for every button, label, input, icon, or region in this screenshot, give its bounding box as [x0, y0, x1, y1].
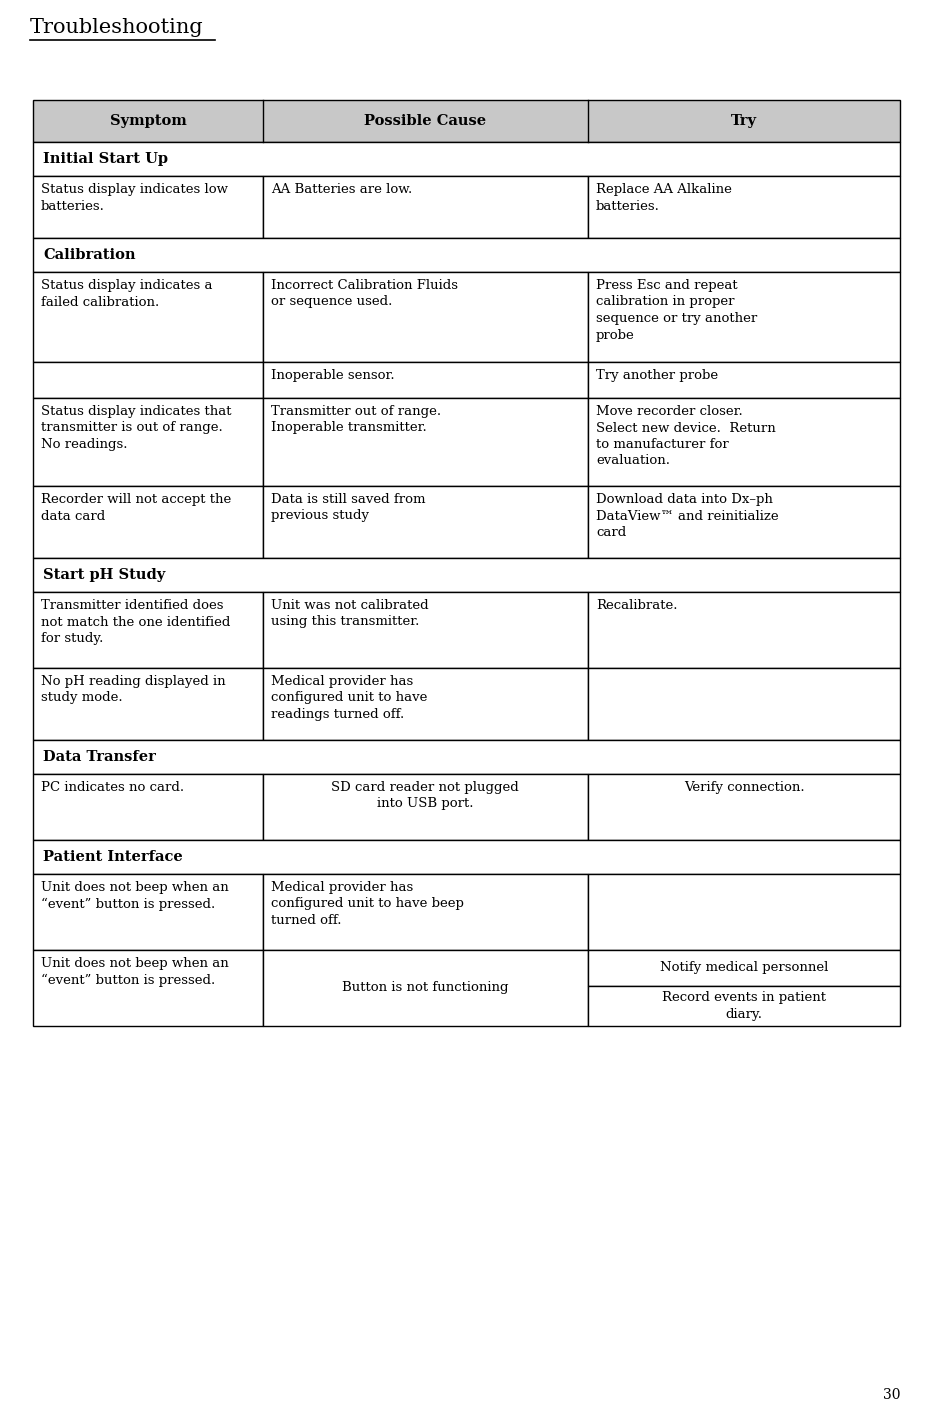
- Text: Medical provider has
configured unit to have beep
turned off.: Medical provider has configured unit to …: [271, 880, 464, 927]
- Bar: [588, 986, 900, 1026]
- Bar: [263, 774, 588, 839]
- Text: No pH reading displayed in
study mode.: No pH reading displayed in study mode.: [41, 675, 226, 705]
- Bar: [588, 774, 900, 839]
- Text: Status display indicates low
batteries.: Status display indicates low batteries.: [41, 184, 228, 212]
- Bar: [33, 362, 263, 398]
- Text: Record events in patient
diary.: Record events in patient diary.: [661, 992, 826, 1020]
- Bar: [588, 950, 900, 986]
- Bar: [588, 592, 900, 668]
- Bar: [33, 668, 263, 740]
- Text: Press Esc and repeat
calibration in proper
sequence or try another
probe: Press Esc and repeat calibration in prop…: [596, 278, 758, 342]
- Text: Move recorder closer.
Select new device.  Return
to manufacturer for
evaluation.: Move recorder closer. Select new device.…: [596, 406, 775, 468]
- Bar: [33, 237, 900, 271]
- Text: Start pH Study: Start pH Study: [43, 568, 165, 582]
- Text: Try another probe: Try another probe: [596, 369, 718, 382]
- Bar: [33, 141, 900, 177]
- Text: Data is still saved from
previous study: Data is still saved from previous study: [271, 493, 425, 523]
- Bar: [588, 668, 900, 740]
- Text: Status display indicates that
transmitter is out of range.
No readings.: Status display indicates that transmitte…: [41, 406, 231, 451]
- Text: PC indicates no card.: PC indicates no card.: [41, 781, 184, 794]
- Bar: [33, 774, 263, 839]
- Text: Unit does not beep when an
“event” button is pressed.: Unit does not beep when an “event” butto…: [41, 957, 229, 986]
- Text: Symptom: Symptom: [109, 114, 187, 129]
- Bar: [33, 177, 263, 237]
- Text: Data Transfer: Data Transfer: [43, 750, 156, 764]
- Text: Calibration: Calibration: [43, 249, 135, 261]
- Bar: [588, 362, 900, 398]
- Bar: [588, 398, 900, 486]
- Text: Replace AA Alkaline
batteries.: Replace AA Alkaline batteries.: [596, 184, 731, 212]
- Text: Notify medical personnel: Notify medical personnel: [660, 961, 829, 975]
- Bar: [33, 839, 900, 875]
- Text: Button is not functioning: Button is not functioning: [342, 982, 508, 995]
- Bar: [33, 100, 900, 141]
- Bar: [33, 950, 263, 1026]
- Bar: [33, 592, 263, 668]
- Text: Transmitter identified does
not match the one identified
for study.: Transmitter identified does not match th…: [41, 599, 230, 644]
- Text: Unit does not beep when an
“event” button is pressed.: Unit does not beep when an “event” butto…: [41, 880, 229, 911]
- Bar: [588, 486, 900, 558]
- Text: Troubleshooting: Troubleshooting: [30, 18, 203, 37]
- Text: Initial Start Up: Initial Start Up: [43, 153, 168, 165]
- Text: Incorrect Calibration Fluids
or sequence used.: Incorrect Calibration Fluids or sequence…: [271, 278, 458, 308]
- Text: Transmitter out of range.
Inoperable transmitter.: Transmitter out of range. Inoperable tra…: [271, 406, 441, 435]
- Text: Try: Try: [731, 114, 757, 129]
- Text: Verify connection.: Verify connection.: [684, 781, 804, 794]
- Bar: [33, 875, 263, 950]
- Bar: [263, 668, 588, 740]
- Bar: [33, 486, 263, 558]
- Text: AA Batteries are low.: AA Batteries are low.: [271, 184, 412, 196]
- Bar: [263, 362, 588, 398]
- Text: 30: 30: [883, 1388, 900, 1402]
- Bar: [263, 177, 588, 237]
- Bar: [263, 875, 588, 950]
- Text: Inoperable sensor.: Inoperable sensor.: [271, 369, 395, 382]
- Text: Download data into Dx–ph
DataView™ and reinitialize
card: Download data into Dx–ph DataView™ and r…: [596, 493, 778, 538]
- Bar: [588, 177, 900, 237]
- Bar: [33, 398, 263, 486]
- Bar: [33, 558, 900, 592]
- Bar: [263, 592, 588, 668]
- Text: Possible Cause: Possible Cause: [364, 114, 486, 129]
- Bar: [588, 875, 900, 950]
- Bar: [263, 950, 588, 1026]
- Bar: [33, 740, 900, 774]
- Text: Status display indicates a
failed calibration.: Status display indicates a failed calibr…: [41, 278, 213, 308]
- Bar: [588, 271, 900, 362]
- Bar: [263, 486, 588, 558]
- Text: Patient Interface: Patient Interface: [43, 851, 183, 863]
- Text: Unit was not calibrated
using this transmitter.: Unit was not calibrated using this trans…: [271, 599, 428, 629]
- Bar: [263, 398, 588, 486]
- Bar: [263, 271, 588, 362]
- Text: Recalibrate.: Recalibrate.: [596, 599, 677, 612]
- Text: Medical provider has
configured unit to have
readings turned off.: Medical provider has configured unit to …: [271, 675, 427, 721]
- Bar: [33, 271, 263, 362]
- Text: SD card reader not plugged
into USB port.: SD card reader not plugged into USB port…: [331, 781, 519, 811]
- Text: Recorder will not accept the
data card: Recorder will not accept the data card: [41, 493, 231, 523]
- Text: DRAFT: DRAFT: [189, 411, 744, 861]
